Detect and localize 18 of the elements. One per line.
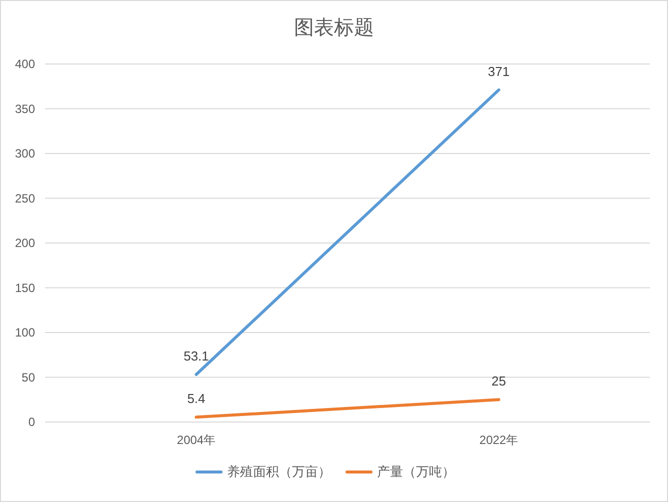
y-tick-label: 50: [22, 370, 36, 384]
y-tick-label: 150: [14, 280, 36, 295]
chart-title: 图表标题: [294, 17, 374, 39]
data-label: 53.1: [184, 348, 209, 364]
legend-label: 养殖面积（万亩）: [227, 464, 331, 479]
data-label: 25: [492, 374, 506, 389]
y-tick-label: 250: [14, 191, 36, 206]
y-tick-label: 0: [28, 415, 36, 429]
y-tick-label: 200: [14, 236, 36, 250]
y-tick-label: 100: [14, 326, 36, 340]
y-tick-label: 300: [14, 146, 36, 160]
y-tick-label: 350: [14, 102, 36, 116]
x-tick-label: 2022年: [479, 433, 518, 447]
y-tick-label: 400: [14, 57, 36, 71]
data-label: 5.4: [187, 391, 206, 406]
data-label: 371: [488, 64, 510, 79]
x-tick-label: 2004年: [176, 433, 216, 447]
legend-label: 产量（万吨）: [377, 464, 455, 479]
